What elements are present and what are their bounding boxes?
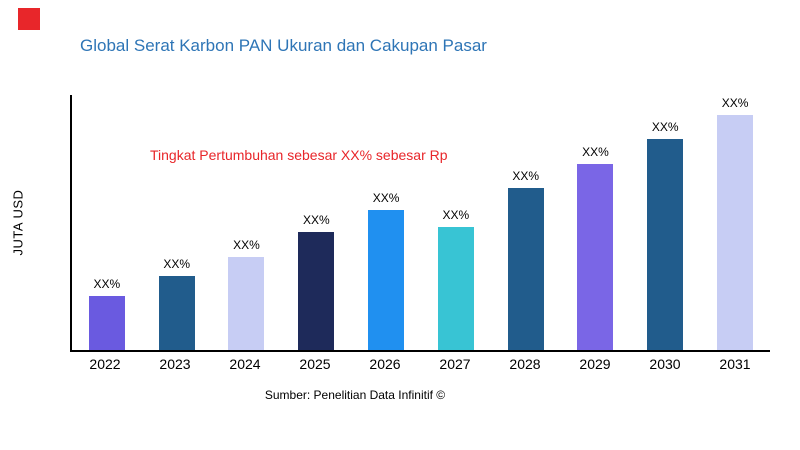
plot-area: XX% XX% XX% XX% XX% XX% XX% XX% XX% XX% (70, 95, 770, 352)
source-text: Sumber: Penelitian Data Infinitif © (264, 388, 446, 402)
bar-column: XX% (351, 95, 421, 350)
bar-column: XX% (561, 95, 631, 350)
bar (437, 227, 474, 350)
x-axis-tick-label: 2022 (89, 356, 121, 372)
bar (577, 163, 614, 350)
x-axis-labels: 2022 2023 2024 2025 2026 2027 2028 2029 2030 2031 (70, 356, 770, 372)
bar-column: XX% (700, 95, 770, 350)
bar (88, 296, 125, 350)
chart-title: Global Serat Karbon PAN Ukuran dan Cakup… (80, 36, 487, 55)
growth-annotation: Tingkat Pertumbuhan sebesar XX% sebesar … (150, 147, 448, 163)
x-axis-tick-label: 2029 (579, 356, 611, 372)
bar-column: XX% (421, 95, 491, 350)
bar-value-label: XX% (302, 213, 330, 228)
bar-value-label: XX% (442, 208, 470, 223)
bar (298, 232, 335, 350)
bar (717, 114, 754, 350)
bar-value-label: XX% (163, 257, 191, 272)
bar-column: XX% (630, 95, 700, 350)
bar (507, 188, 544, 350)
x-axis-tick-label: 2030 (649, 356, 681, 372)
x-axis-tick-label: 2023 (159, 356, 191, 372)
x-axis-tick-label: 2027 (439, 356, 471, 372)
bar-value-label: XX% (512, 169, 540, 184)
bar (158, 276, 195, 350)
x-axis-tick-label: 2024 (229, 356, 261, 372)
bar-value-label: XX% (721, 95, 749, 110)
bar-value-label: XX% (233, 237, 260, 252)
x-axis-tick-label: 2028 (509, 356, 541, 372)
bar-value-label: XX% (582, 144, 609, 159)
bar (647, 139, 684, 350)
bar-column: XX% (281, 95, 351, 350)
x-axis-tick-label: 2031 (719, 356, 751, 372)
x-axis-tick-label: 2026 (369, 356, 401, 372)
bar-value-label: XX% (651, 120, 679, 135)
bar-value-label: XX% (93, 277, 121, 292)
y-axis-label: JUTA USD (10, 189, 26, 256)
brand-logo-square (18, 8, 40, 30)
bar-column: XX% (212, 95, 282, 350)
bar-value-label: XX% (372, 190, 400, 205)
bar-column: XX% (491, 95, 561, 350)
bar-column: XX% (142, 95, 212, 350)
x-axis-tick-label: 2025 (299, 356, 331, 372)
bar-column: XX% (72, 95, 142, 350)
bar (368, 209, 405, 350)
bar (228, 256, 265, 350)
